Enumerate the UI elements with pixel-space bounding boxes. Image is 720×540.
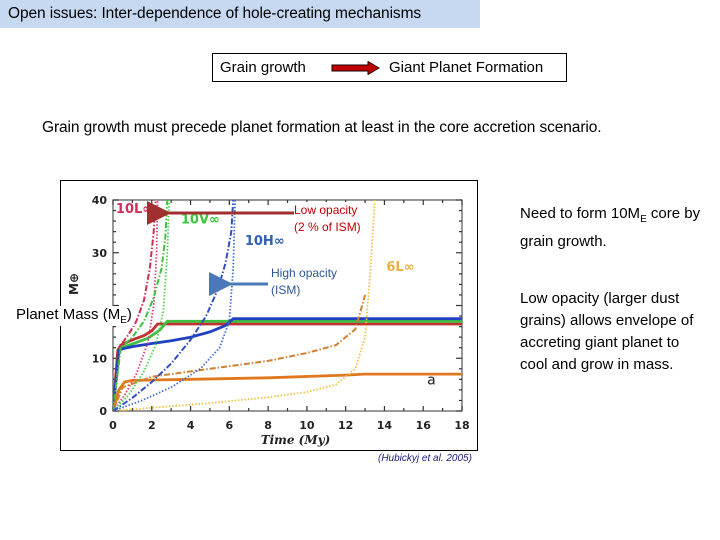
svg-text:30: 30 xyxy=(92,247,108,260)
slide-title: Open issues: Inter-dependence of hole-cr… xyxy=(8,5,422,22)
svg-text:2: 2 xyxy=(148,419,156,432)
y-axis-label: Planet Mass (ME) xyxy=(14,306,134,326)
svg-text:0: 0 xyxy=(109,419,117,432)
flow-diagram: Grain growth Giant Planet Formation xyxy=(212,53,567,82)
svg-text:12: 12 xyxy=(338,419,353,432)
curve-label: 6L∞ xyxy=(386,260,414,275)
svg-text:a: a xyxy=(427,373,436,389)
curve-label: 10H∞ xyxy=(245,234,285,249)
flow-to-label: Giant Planet Formation xyxy=(389,59,544,76)
svg-text:14: 14 xyxy=(377,419,393,432)
svg-text:0: 0 xyxy=(99,405,107,418)
side-note-opacity: Low opacity (larger dust grains) allows … xyxy=(520,290,694,373)
low-opacity-annotation: Low opacity (2 % of ISM) xyxy=(294,202,361,236)
svg-text:40: 40 xyxy=(92,194,108,207)
svg-text:M⊕: M⊕ xyxy=(67,273,81,295)
high-opacity-annotation: High opacity (ISM) xyxy=(271,266,338,297)
svg-text:6: 6 xyxy=(226,419,234,432)
svg-text:16: 16 xyxy=(416,419,432,432)
series-line xyxy=(113,199,157,411)
series-line xyxy=(113,322,462,411)
flow-from-label: Grain growth xyxy=(220,59,306,76)
svg-text:10: 10 xyxy=(92,352,108,365)
chart-canvas: 0 2 4 6 8 10 12 14 16 18 0 10 30 40 Time (My) M⊕ 10L∞ 10V… xyxy=(67,194,470,447)
statement-text: Grain growth must precede planet formati… xyxy=(42,119,602,136)
curve-label: 10L∞ xyxy=(116,202,153,217)
series-line xyxy=(113,372,462,411)
title-bar: Open issues: Inter-dependence of hole-cr… xyxy=(0,0,480,28)
series-line xyxy=(113,199,235,411)
svg-text:18: 18 xyxy=(454,419,469,432)
svg-text:4: 4 xyxy=(187,419,195,432)
svg-text:10: 10 xyxy=(299,419,315,432)
svg-text:Time (My): Time (My) xyxy=(261,433,331,447)
svg-text:8: 8 xyxy=(264,419,272,432)
side-note-core: Need to form 10ME core by grain growth. xyxy=(520,205,701,250)
curve-label: 10V∞ xyxy=(181,213,220,228)
series-line xyxy=(113,317,462,411)
right-arrow-icon xyxy=(331,61,380,75)
series-line xyxy=(113,319,462,411)
series-line xyxy=(113,199,171,411)
series-line xyxy=(113,199,169,411)
citation: (Hubickyj et al. 2005) xyxy=(378,453,472,464)
series-line xyxy=(113,294,367,411)
